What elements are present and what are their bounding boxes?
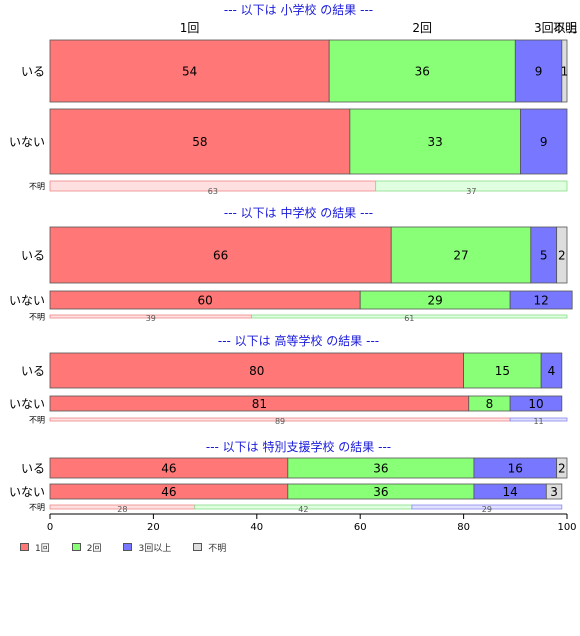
row-label: いない (9, 397, 45, 411)
panel-title: --- 以下は 特別支援学校 の結果 --- (206, 439, 391, 454)
legend-swatch (20, 543, 29, 551)
data-label: 80 (249, 364, 264, 378)
data-label: 11 (533, 417, 543, 426)
bar-segment (556, 226, 568, 284)
data-label: 54 (182, 64, 197, 78)
row-label: いない (9, 135, 45, 149)
data-label: 16 (508, 461, 523, 475)
header-label: 1回 (180, 21, 200, 35)
legend-label: 2回 (86, 543, 102, 554)
data-label: 3 (550, 485, 558, 499)
data-label: 2 (558, 461, 566, 475)
bar-segment (463, 352, 542, 389)
data-label: 42 (298, 505, 308, 514)
bar-segment (509, 290, 573, 310)
data-label: 81 (252, 397, 267, 411)
data-label: 12 (534, 293, 549, 307)
data-label: 37 (466, 187, 476, 196)
x-tick-label: 80 (457, 522, 470, 533)
x-tick-label: 100 (557, 522, 576, 533)
row-label: 不明 (29, 415, 45, 424)
legend-item: 1回 (20, 541, 50, 554)
x-tick-label: 60 (354, 522, 367, 533)
x-tick-label: 40 (250, 522, 263, 533)
row-label: 不明 (29, 182, 45, 191)
bar-segment (514, 39, 563, 103)
panel-title: --- 以下は 中学校 の結果 --- (224, 205, 373, 220)
bar-segment (49, 108, 351, 175)
data-label: 33 (428, 135, 443, 149)
bar-segment (540, 352, 563, 389)
bar-segment (375, 180, 568, 192)
data-label: 39 (146, 314, 156, 323)
row-label: いない (9, 485, 45, 499)
data-label: 58 (192, 135, 207, 149)
data-label: 29 (428, 293, 443, 307)
bar-segment (49, 352, 465, 389)
bar-segment (49, 39, 330, 103)
legend-label: 不明 (208, 543, 227, 554)
data-label: 5 (540, 248, 548, 262)
chart-legend: 1回 2回 3回以上 不明 (20, 540, 248, 554)
data-label: 89 (275, 417, 285, 426)
data-label: 9 (540, 135, 548, 149)
data-label: 46 (161, 461, 176, 475)
legend-label: 1回 (35, 543, 50, 554)
data-label: 61 (404, 314, 414, 323)
bar-segment (349, 108, 521, 175)
header-label: 不明 (553, 21, 577, 35)
legend-swatch (71, 543, 81, 551)
data-label: 9 (535, 64, 543, 78)
data-label: 36 (373, 485, 388, 499)
data-label: 27 (453, 248, 468, 262)
data-label: 8 (486, 397, 494, 411)
legend-item: 3回以上 (123, 541, 171, 554)
data-label: 4 (548, 364, 556, 378)
row-label: いる (21, 64, 45, 78)
x-tick-label: 0 (47, 522, 53, 533)
bar-segment (328, 39, 516, 103)
bar-segment (561, 39, 568, 103)
bar-segment (49, 226, 392, 284)
bar-segment (509, 417, 568, 422)
row-label: いない (9, 293, 45, 307)
data-label: 15 (495, 364, 510, 378)
row-label: いる (21, 364, 45, 378)
bar-segment (545, 483, 563, 500)
bar-segment (520, 108, 568, 175)
data-label: 2 (558, 248, 566, 262)
bar-segment (556, 457, 568, 479)
header-label: 2回 (412, 21, 432, 35)
bar-segment (390, 226, 532, 284)
row-label: いる (21, 461, 45, 475)
data-label: 10 (528, 397, 543, 411)
panel-title: --- 以下は 高等学校 の結果 --- (218, 333, 379, 348)
x-tick-label: 20 (147, 522, 160, 533)
legend-swatch (123, 543, 133, 551)
legend-item: 2回 (71, 541, 102, 554)
data-label: 36 (373, 461, 388, 475)
data-label: 28 (117, 505, 127, 514)
data-label: 46 (161, 485, 176, 499)
bar-segment (251, 314, 568, 319)
header-label: 3回以上 (534, 21, 578, 35)
data-label: 14 (502, 485, 517, 499)
data-label: 29 (482, 505, 492, 514)
legend-item: 不明 (193, 541, 226, 554)
data-label: 66 (213, 248, 228, 262)
panel-title: --- 以下は 小学校 の結果 --- (224, 2, 373, 17)
data-label: 63 (208, 187, 218, 196)
row-label: いる (21, 248, 45, 262)
data-label: 60 (197, 293, 212, 307)
legend-label: 3回以上 (138, 543, 172, 554)
bar-segment (509, 395, 563, 412)
legend-swatch (193, 543, 203, 551)
bar-segment (411, 504, 563, 510)
data-label: 36 (415, 64, 430, 78)
row-label: 不明 (29, 312, 45, 321)
data-label: 1 (561, 64, 569, 78)
row-label: 不明 (29, 503, 45, 512)
